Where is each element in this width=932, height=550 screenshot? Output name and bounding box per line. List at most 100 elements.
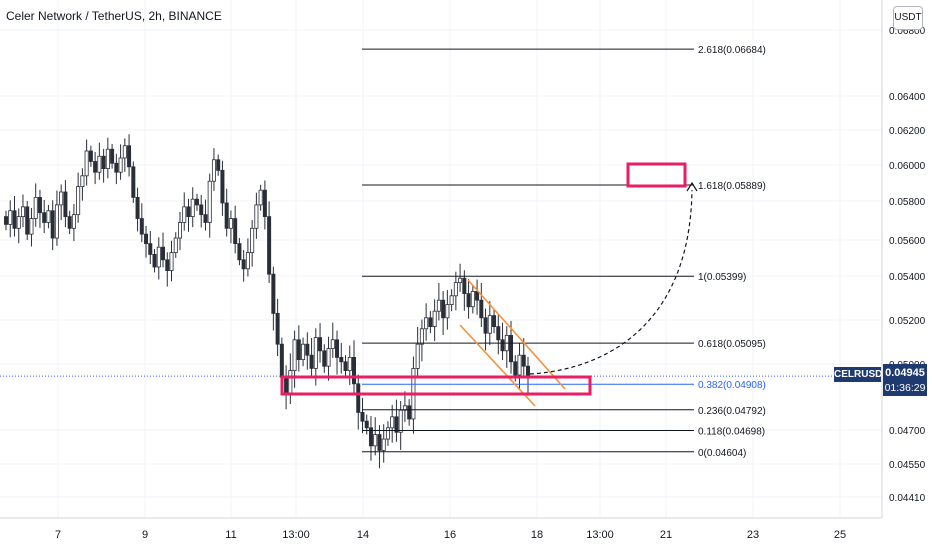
- fib-level-label: 0.118(0.04698): [698, 426, 765, 437]
- candle-up: [453, 282, 458, 297]
- candle-up: [517, 354, 522, 376]
- candle-up: [292, 339, 297, 371]
- candle-up: [458, 277, 463, 284]
- candle-down: [63, 191, 68, 218]
- candle-up: [71, 214, 76, 229]
- candle-up: [326, 348, 331, 367]
- candle-down: [241, 259, 246, 270]
- candle-up: [33, 196, 38, 219]
- candle-down: [50, 210, 55, 239]
- candle-down: [139, 218, 144, 235]
- chart-axes: 0.06800 0.06400 0.06200 0.06000 0.05800 0.056…: [0, 0, 926, 541]
- candle-down: [67, 216, 72, 229]
- x-tick-label: 7: [55, 529, 61, 541]
- candle-up: [182, 206, 187, 223]
- candle-down: [466, 293, 471, 308]
- candle-down: [194, 198, 199, 206]
- candle-down: [131, 166, 136, 198]
- y-tick-label: 0.05200: [889, 316, 926, 327]
- x-tick-label: 16: [444, 529, 456, 541]
- y-tick-label: 0.05400: [889, 272, 926, 283]
- candle-down: [271, 273, 276, 314]
- x-tick-label: 13:00: [282, 529, 310, 541]
- y-tick-label: 0.04700: [889, 426, 926, 437]
- candle-down: [407, 405, 412, 420]
- candle-up: [347, 356, 352, 371]
- candle-up: [301, 343, 306, 361]
- candle-up: [373, 434, 378, 447]
- fib-level-label: 0.236(0.04792): [698, 406, 766, 417]
- candle-down: [279, 343, 284, 378]
- candle-down: [356, 383, 361, 413]
- fibonacci-extension: 2.618(0.06684) 1.618(0.05889) 1(0.05399) 0.…: [0, 45, 882, 459]
- candle-down: [224, 202, 229, 229]
- candle-down: [267, 216, 272, 275]
- last-price-value: 0.04945: [885, 367, 925, 379]
- candle-down: [335, 339, 340, 358]
- last-price-tag: 0.04945 01:36:29: [883, 364, 927, 396]
- candle-up: [415, 343, 420, 369]
- candle-down: [509, 334, 514, 363]
- candle-down: [216, 159, 221, 171]
- candle-down: [496, 326, 501, 341]
- candle-up: [84, 150, 89, 177]
- candle-up: [156, 246, 161, 268]
- candle-up: [97, 155, 102, 173]
- candle-up: [173, 237, 178, 254]
- candle-down: [12, 210, 17, 229]
- candle-down: [42, 212, 47, 223]
- x-tick-label: 25: [834, 529, 846, 541]
- candle-up: [245, 252, 250, 270]
- y-tick-label: 0.06000: [889, 161, 926, 172]
- candle-up: [190, 198, 195, 217]
- projected-path: [529, 189, 693, 375]
- candle-down: [521, 354, 526, 367]
- x-tick-label: 23: [747, 529, 759, 541]
- candle-up: [258, 189, 263, 206]
- currency-badge[interactable]: USDT: [893, 6, 923, 30]
- candle-down: [339, 356, 344, 363]
- y-tick-label: 0.05600: [889, 236, 926, 247]
- candle-up: [8, 210, 13, 225]
- candle-up: [432, 310, 437, 328]
- candle-up: [211, 159, 216, 182]
- candle-down: [309, 354, 314, 369]
- candle-up: [207, 180, 212, 223]
- candle-down: [492, 315, 497, 328]
- x-tick-label: 21: [660, 529, 672, 541]
- x-tick-label: 9: [142, 529, 148, 541]
- y-tick-label: 0.04410: [889, 493, 926, 504]
- chart-title: Celer Network / TetherUS, 2h, BINANCE: [6, 9, 222, 23]
- candle-down: [305, 343, 310, 356]
- candle-down: [368, 427, 373, 447]
- candle-down: [93, 161, 98, 173]
- chart-grid: [0, 0, 882, 518]
- candle-down: [25, 206, 30, 235]
- y-tick-label: 0.04550: [889, 460, 926, 471]
- candle-up: [470, 290, 475, 308]
- candle-down: [275, 312, 280, 345]
- candle-down: [318, 337, 323, 352]
- candle-down: [186, 206, 191, 218]
- candle-up: [390, 416, 395, 429]
- candle-up: [330, 339, 335, 349]
- candlestick-series: [4, 134, 531, 469]
- candle-down: [360, 411, 365, 422]
- chart-drawings: [280, 162, 698, 407]
- candle-down: [152, 253, 157, 268]
- y-tick-label: 0.06400: [889, 92, 926, 103]
- candle-down: [513, 361, 518, 376]
- fib-level-label: 2.618(0.06684): [698, 45, 766, 56]
- candle-down: [394, 416, 399, 433]
- candle-down: [161, 246, 166, 261]
- candle-down: [237, 243, 242, 261]
- candle-down: [101, 155, 106, 169]
- candle-down: [233, 218, 238, 245]
- fib-level-label: 0.382(0.04908): [698, 380, 766, 391]
- candle-up: [385, 427, 390, 440]
- bar-countdown: 01:36:29: [884, 382, 926, 394]
- candle-down: [262, 189, 267, 217]
- candle-up: [228, 218, 233, 229]
- symbol-price-label: CELRUSDT: [834, 367, 889, 382]
